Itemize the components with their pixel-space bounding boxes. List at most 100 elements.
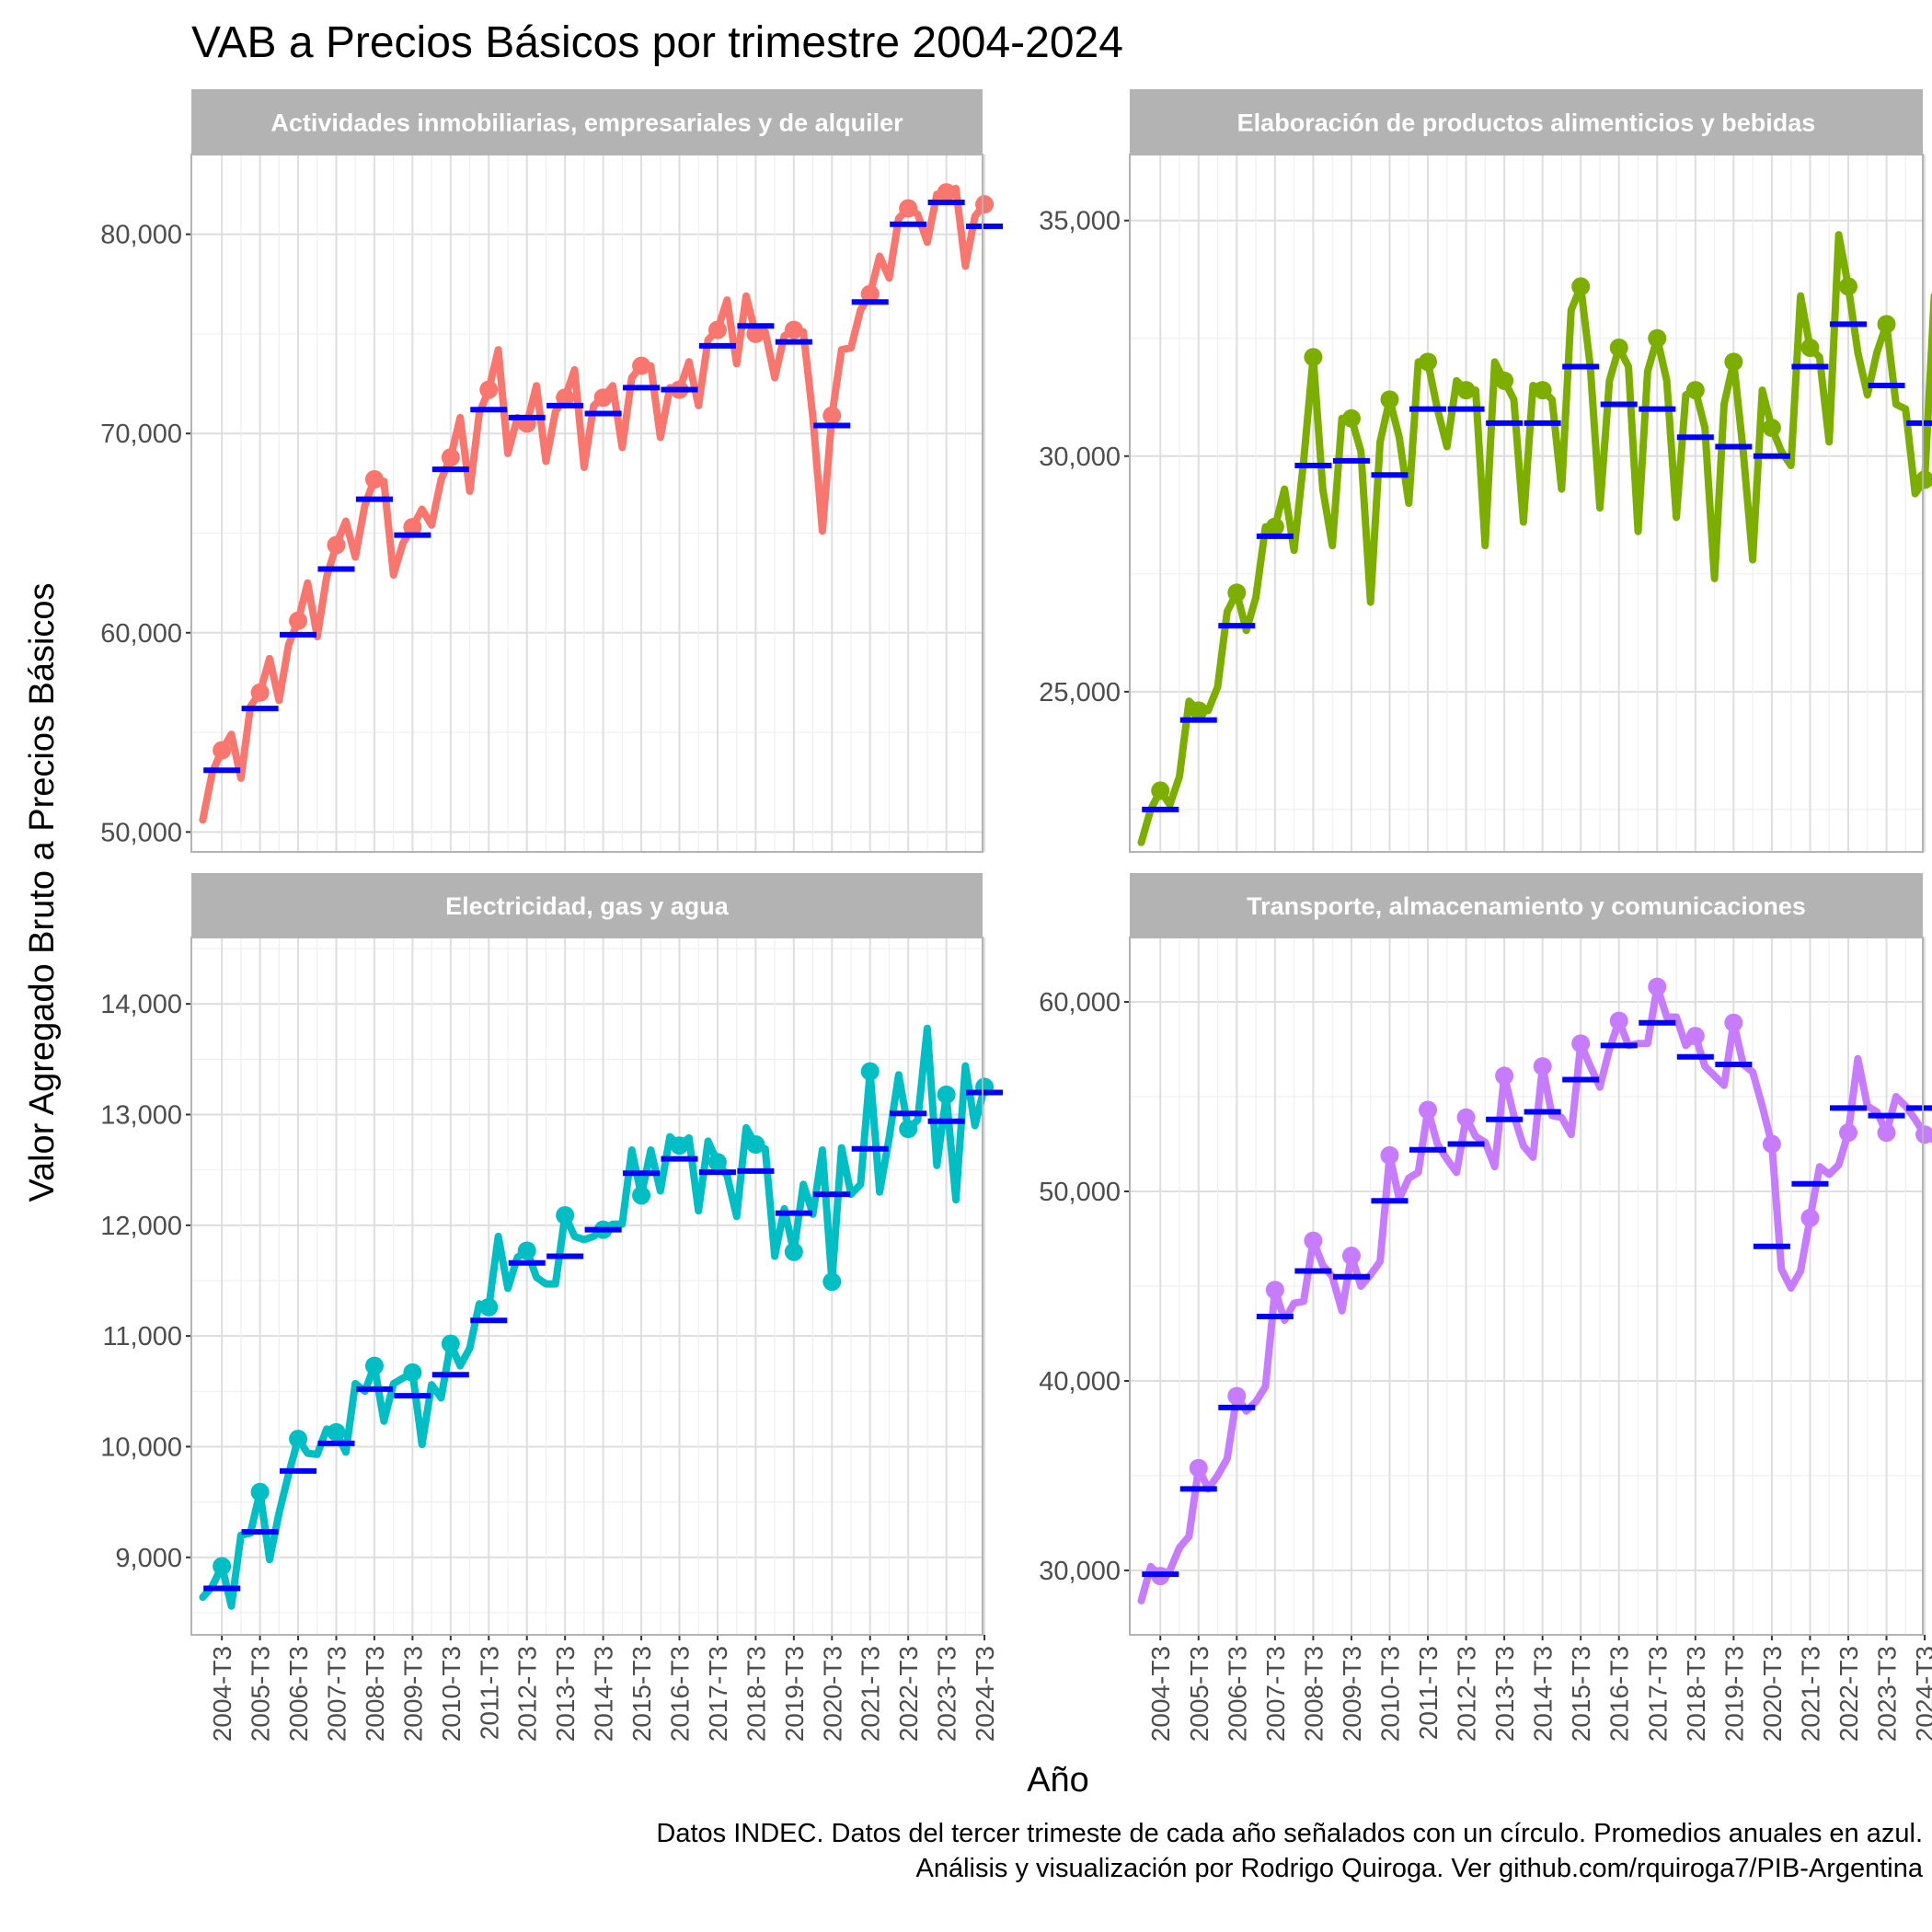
q3-point [784, 320, 803, 339]
q3-point [1800, 1208, 1820, 1227]
q3-point [1800, 338, 1820, 357]
q3-point [1189, 701, 1208, 720]
x-tick-label: 2009-T3 [398, 1646, 427, 1742]
y-axis-title: Valor Agregado Bruto a Precios Básicos [23, 582, 62, 1202]
panel-2: Elaboración de productos alimenticios y … [1039, 89, 1932, 853]
q3-point [327, 535, 346, 555]
panel-border [1129, 937, 1924, 1636]
q3-point [1419, 352, 1438, 372]
x-tick-label: 2017-T3 [1643, 1646, 1672, 1742]
x-tick-label: 2015-T3 [627, 1646, 656, 1742]
x-tick-label: 2007-T3 [322, 1646, 351, 1742]
q3-point [1648, 328, 1667, 348]
y-tick-label: 50,000 [1039, 1178, 1121, 1207]
q3-point [1724, 1013, 1743, 1032]
facet-strip [1130, 89, 1923, 155]
facet-strip [191, 89, 983, 155]
y-tick-label: 9,000 [115, 1544, 182, 1573]
q3-point [289, 1430, 308, 1449]
facet-strip-label: Elaboración de productos alimenticios y … [1237, 109, 1816, 137]
q3-point [1838, 277, 1857, 296]
x-tick-label: 2005-T3 [1185, 1646, 1213, 1742]
q3-point [632, 1186, 651, 1205]
q3-point [517, 1241, 536, 1260]
q3-point [1724, 352, 1743, 372]
q3-point [632, 356, 651, 375]
x-tick-label: 2022-T3 [1834, 1646, 1863, 1742]
x-tick-label: 2010-T3 [1375, 1646, 1404, 1742]
q3-point [1419, 1100, 1438, 1120]
q3-point [1685, 381, 1705, 400]
q3-point [250, 1482, 270, 1501]
q3-point [403, 517, 422, 536]
q3-point [441, 1334, 460, 1353]
q3-point [1877, 315, 1896, 334]
x-tick-label: 2018-T3 [1682, 1646, 1710, 1742]
q3-point [707, 1153, 727, 1172]
y-tick-label: 11,000 [102, 1322, 182, 1351]
q3-point [1877, 1123, 1896, 1143]
q3-point [975, 195, 995, 214]
q3-point [1915, 470, 1932, 489]
x-tick-label: 2010-T3 [437, 1646, 466, 1742]
q3-point [899, 1120, 918, 1139]
q3-point [479, 380, 499, 399]
x-tick-label: 2004-T3 [208, 1646, 236, 1742]
q3-point [1762, 419, 1781, 438]
q3-point [1227, 583, 1247, 603]
q3-point [1304, 1231, 1323, 1250]
caption-line-1: Datos INDEC. Datos del tercer trimeste d… [656, 1819, 1923, 1848]
x-tick-label: 2013-T3 [1490, 1646, 1519, 1742]
q3-point [1762, 1134, 1781, 1154]
panel-4: Transporte, almacenamiento y comunicacio… [1039, 873, 1932, 1742]
x-tick-label: 2016-T3 [666, 1646, 695, 1742]
x-tick-label: 2007-T3 [1261, 1646, 1290, 1742]
q3-point [1380, 1145, 1399, 1165]
facet-strip [1130, 873, 1923, 937]
y-tick-label: 60,000 [1039, 988, 1121, 1018]
facet-strip-label: Actividades inmobiliarias, empresariales… [270, 109, 903, 137]
x-tick-label: 2012-T3 [513, 1646, 542, 1742]
q3-point [899, 199, 918, 218]
x-tick-label: 2022-T3 [894, 1646, 923, 1742]
x-tick-label: 2014-T3 [1529, 1646, 1558, 1742]
panel-border [190, 937, 983, 1636]
panel-border [190, 154, 983, 853]
x-tick-label: 2021-T3 [1796, 1646, 1824, 1742]
q3-point [1495, 1066, 1514, 1086]
series-line [199, 184, 989, 824]
q3-point [860, 1062, 880, 1081]
q3-point [746, 1134, 765, 1154]
y-tick-label: 25,000 [1039, 678, 1121, 707]
q3-point [707, 320, 727, 339]
y-tick-label: 80,000 [100, 221, 182, 250]
q3-point [327, 1422, 346, 1442]
x-tick-label: 2020-T3 [818, 1646, 846, 1742]
x-tick-label: 2023-T3 [933, 1646, 961, 1742]
q3-point [1915, 1125, 1932, 1144]
q3-point [1151, 781, 1170, 800]
q3-point [213, 741, 232, 760]
panel-3: Electricidad, gas y agua 9,000 10,000 11,00… [100, 873, 1004, 1742]
x-axis-title: Año [1027, 1761, 1089, 1800]
facet-strip [191, 873, 983, 937]
q3-point [1456, 1108, 1476, 1127]
q3-point [1533, 381, 1552, 400]
facet-panels: Actividades inmobiliarias, empresariales… [100, 89, 1932, 1742]
q3-point [1456, 381, 1476, 400]
q3-point [556, 388, 575, 408]
q3-point [822, 1272, 842, 1292]
y-tick-label: 30,000 [1039, 1557, 1121, 1586]
q3-point [937, 1085, 956, 1104]
q3-point [1571, 1034, 1591, 1053]
x-tick-label: 2008-T3 [361, 1646, 389, 1742]
y-tick-label: 60,000 [100, 619, 182, 649]
q3-point [822, 406, 842, 425]
series-line [1137, 983, 1932, 1604]
x-tick-label: 2013-T3 [551, 1646, 580, 1742]
q3-point [860, 284, 880, 304]
y-tick-label: 50,000 [100, 818, 182, 847]
y-tick-label: 40,000 [1039, 1367, 1121, 1397]
q3-point [1609, 338, 1628, 357]
q3-point [289, 611, 308, 630]
